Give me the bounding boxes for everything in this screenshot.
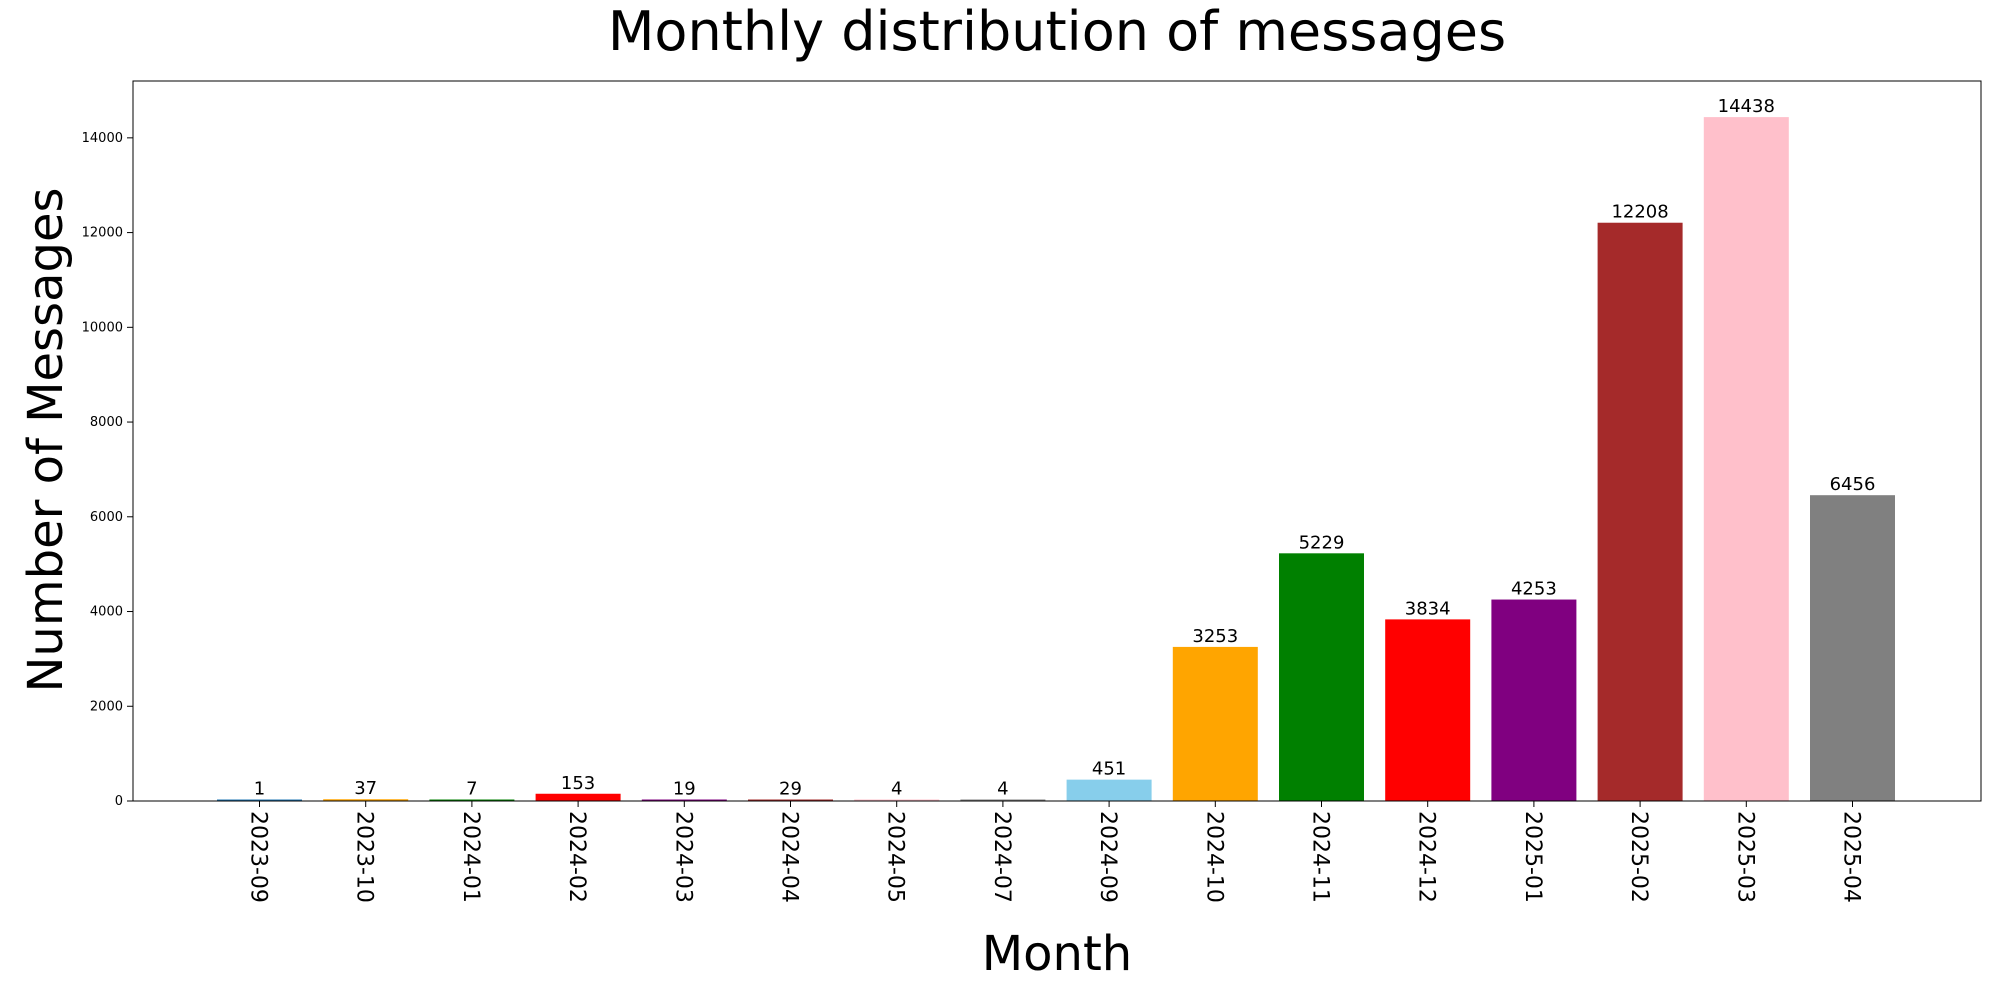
bar-2025-04 [1810,495,1895,801]
x-tick-label: 2024-07 [989,811,1014,903]
data-label-2024-07: 4 [997,779,1008,800]
data-label-2024-12: 3834 [1405,598,1451,619]
data-label-2024-01: 7 [466,779,477,800]
y-tick-label: 4000 [90,605,123,620]
bars-group [217,117,1895,802]
x-tick-label: 2024-11 [1308,811,1333,903]
bar-2024-07 [960,799,1046,801]
data-label-2025-02: 12208 [1611,202,1668,223]
data-label-2024-05: 4 [891,779,902,800]
data-label-2023-09: 1 [254,779,265,800]
bar-2024-12 [1385,619,1471,801]
x-axis-label: Month [982,926,1132,982]
data-label-2025-01: 4253 [1511,579,1557,600]
x-tick-label: 2024-12 [1414,811,1439,903]
data-label-2024-02: 153 [561,773,595,794]
x-tick-label: 2024-10 [1201,811,1226,903]
x-tick-label: 2024-02 [564,811,589,903]
x-tick-label: 2024-01 [458,811,483,903]
bar-2024-11 [1279,553,1364,801]
data-label-2025-04: 6456 [1830,474,1876,495]
y-tick-label: 14000 [82,131,123,146]
data-label-2024-04: 29 [779,779,802,800]
x-tick-label: 2025-03 [1732,811,1757,903]
x-tick-label: 2023-10 [352,811,377,903]
bar-2023-09 [217,799,302,801]
bar-2024-10 [1172,646,1258,801]
x-axis-ticks: 2023-09 2023-10 2024-01 2024-02 2024-03 2024-… [246,801,1864,903]
data-label-2023-10: 37 [354,778,377,799]
bar-2025-03 [1703,117,1789,802]
plot-area-frame [132,80,1982,802]
y-axis-label: Number of Messages [18,188,74,693]
y-tick-label: 10000 [82,320,123,335]
y-axis-ticks: 0 2000 4000 6000 8000 10000 12000 14000 [82,131,133,809]
x-tick-label: 2024-03 [670,811,695,903]
chart-title: Monthly distribution of messages [608,0,1506,63]
data-labels-group: 1 37 7 153 19 29 4 4 451 3253 5229 3834 4253 12208 144… [254,96,1876,799]
y-tick-label: 12000 [82,226,123,241]
bar-2025-02 [1597,222,1683,801]
x-tick-label: 2024-09 [1095,811,1120,903]
bar-2025-01 [1491,599,1577,801]
y-tick-label: 6000 [90,510,123,525]
y-tick-label: 2000 [90,699,123,714]
x-tick-label: 2025-04 [1839,811,1864,903]
data-label-2024-09: 451 [1092,759,1126,780]
data-label-2024-10: 3253 [1192,626,1238,647]
y-tick-label: 8000 [90,415,123,430]
data-label-2024-11: 5229 [1299,532,1345,553]
bar-2024-02 [535,793,621,801]
x-tick-label: 2025-02 [1626,811,1651,903]
bar-2024-03 [641,799,727,801]
x-tick-label: 2024-04 [777,811,802,903]
bar-2023-10 [323,799,409,801]
bar-2024-04 [748,799,833,801]
y-tick-label: 0 [115,794,123,809]
data-label-2025-03: 14438 [1718,96,1775,117]
data-label-2024-03: 19 [673,779,696,800]
bar-2024-05 [854,799,940,801]
x-tick-label: 2023-09 [246,811,271,903]
x-tick-label: 2025-01 [1520,811,1545,903]
x-tick-label: 2024-05 [883,811,908,903]
bar-2024-01 [429,799,515,801]
bar-2024-09 [1066,779,1152,801]
